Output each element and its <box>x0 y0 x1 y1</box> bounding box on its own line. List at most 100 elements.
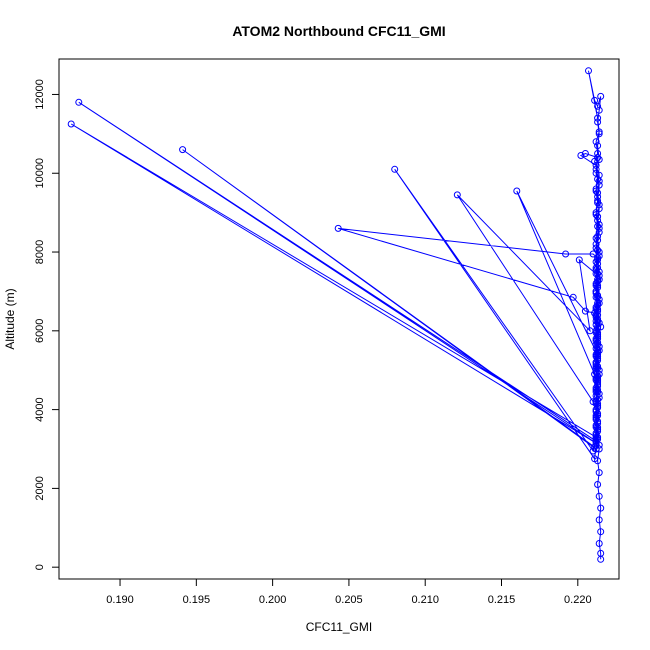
data-point <box>592 185 600 193</box>
data-point <box>594 400 602 408</box>
data-point <box>594 142 602 150</box>
data-point <box>595 106 603 114</box>
data-point <box>592 431 600 439</box>
y-axis: 0 2000 4000 6000 8000 10000 12000 <box>34 79 60 570</box>
data-point <box>592 209 600 217</box>
data-point <box>592 187 600 195</box>
data-point <box>592 234 600 242</box>
data-point <box>585 67 592 75</box>
data-point <box>592 335 600 343</box>
data-point <box>594 189 602 197</box>
data-point <box>595 177 603 185</box>
data-point <box>594 154 602 161</box>
data-point <box>592 412 600 419</box>
data-point <box>592 435 600 443</box>
data-point <box>577 152 585 159</box>
data-point <box>594 246 602 254</box>
data-point <box>595 445 603 453</box>
y-tick-label: 8000 <box>34 240 46 264</box>
data-point <box>591 455 599 463</box>
data-point <box>581 307 589 315</box>
data-point <box>592 384 600 392</box>
data-point <box>594 301 602 309</box>
data-point <box>592 266 600 274</box>
data-point <box>594 427 602 435</box>
data-point <box>594 351 602 358</box>
data-point <box>589 447 597 455</box>
x-axis: 0.190 0.195 0.200 0.205 0.210 0.215 0.220 <box>106 578 592 606</box>
data-point <box>594 232 602 240</box>
data-point <box>591 370 599 378</box>
data-point <box>594 419 602 427</box>
data-point <box>592 311 600 319</box>
data-point <box>594 291 602 299</box>
data-point <box>594 222 602 230</box>
data-point <box>594 347 602 354</box>
data-point <box>581 150 589 157</box>
x-tick-label: 0.200 <box>259 594 287 606</box>
data-point <box>597 528 605 536</box>
data-point <box>594 396 602 404</box>
data-point <box>594 323 602 331</box>
data-point <box>592 289 600 297</box>
data-point <box>597 549 605 557</box>
data-point <box>595 130 603 138</box>
y-axis-label: Altitude (m) <box>3 288 17 349</box>
x-tick-label: 0.195 <box>183 594 211 606</box>
data-point <box>597 92 605 100</box>
x-tick-label: 0.205 <box>335 594 363 606</box>
plot-frame <box>58 58 620 580</box>
data-point <box>592 161 600 169</box>
data-point <box>594 423 602 431</box>
data-point <box>179 146 187 154</box>
x-tick-label: 0.220 <box>564 594 592 606</box>
data-point <box>595 540 603 547</box>
data-point <box>595 516 603 524</box>
y-tick-label: 4000 <box>34 397 46 421</box>
data-point <box>592 386 600 394</box>
y-tick-label: 2000 <box>34 476 46 500</box>
data-point <box>334 224 342 232</box>
data-point <box>592 408 600 416</box>
data-point <box>592 360 600 368</box>
data-point <box>75 98 83 106</box>
data-point <box>391 165 399 173</box>
data-point <box>594 481 602 488</box>
data-point <box>594 254 602 262</box>
data-point <box>594 175 602 183</box>
x-tick-label: 0.215 <box>488 594 516 606</box>
data-point <box>589 398 597 406</box>
data-point <box>595 224 603 232</box>
y-tick-label: 6000 <box>34 319 46 343</box>
data-point <box>589 250 597 258</box>
data-point <box>595 492 603 500</box>
data-point <box>592 211 600 219</box>
y-tick-label: 10000 <box>34 158 46 189</box>
data-point <box>594 150 602 157</box>
data-point <box>595 221 603 228</box>
data-point <box>594 236 602 244</box>
data-point <box>595 201 603 209</box>
data-point <box>453 191 461 199</box>
data-point <box>592 138 600 146</box>
data-point <box>592 388 600 396</box>
data-point <box>592 165 600 173</box>
data-point <box>594 299 602 307</box>
data-point <box>594 325 602 333</box>
data-point <box>591 443 599 451</box>
data-point <box>594 114 602 122</box>
data-point <box>586 327 594 335</box>
y-tick-label: 12000 <box>34 79 46 110</box>
data-point <box>592 358 600 366</box>
data-point <box>594 197 602 205</box>
y-tick-label: 0 <box>34 564 46 570</box>
data-point <box>595 128 603 136</box>
data-point <box>594 278 602 286</box>
chart-title: ATOM2 Northbound CFC11_GMI <box>232 23 445 39</box>
data-point <box>594 333 602 341</box>
data-point <box>595 469 603 477</box>
data-point <box>591 96 599 104</box>
series-line <box>70 70 602 560</box>
data-point <box>594 276 602 284</box>
